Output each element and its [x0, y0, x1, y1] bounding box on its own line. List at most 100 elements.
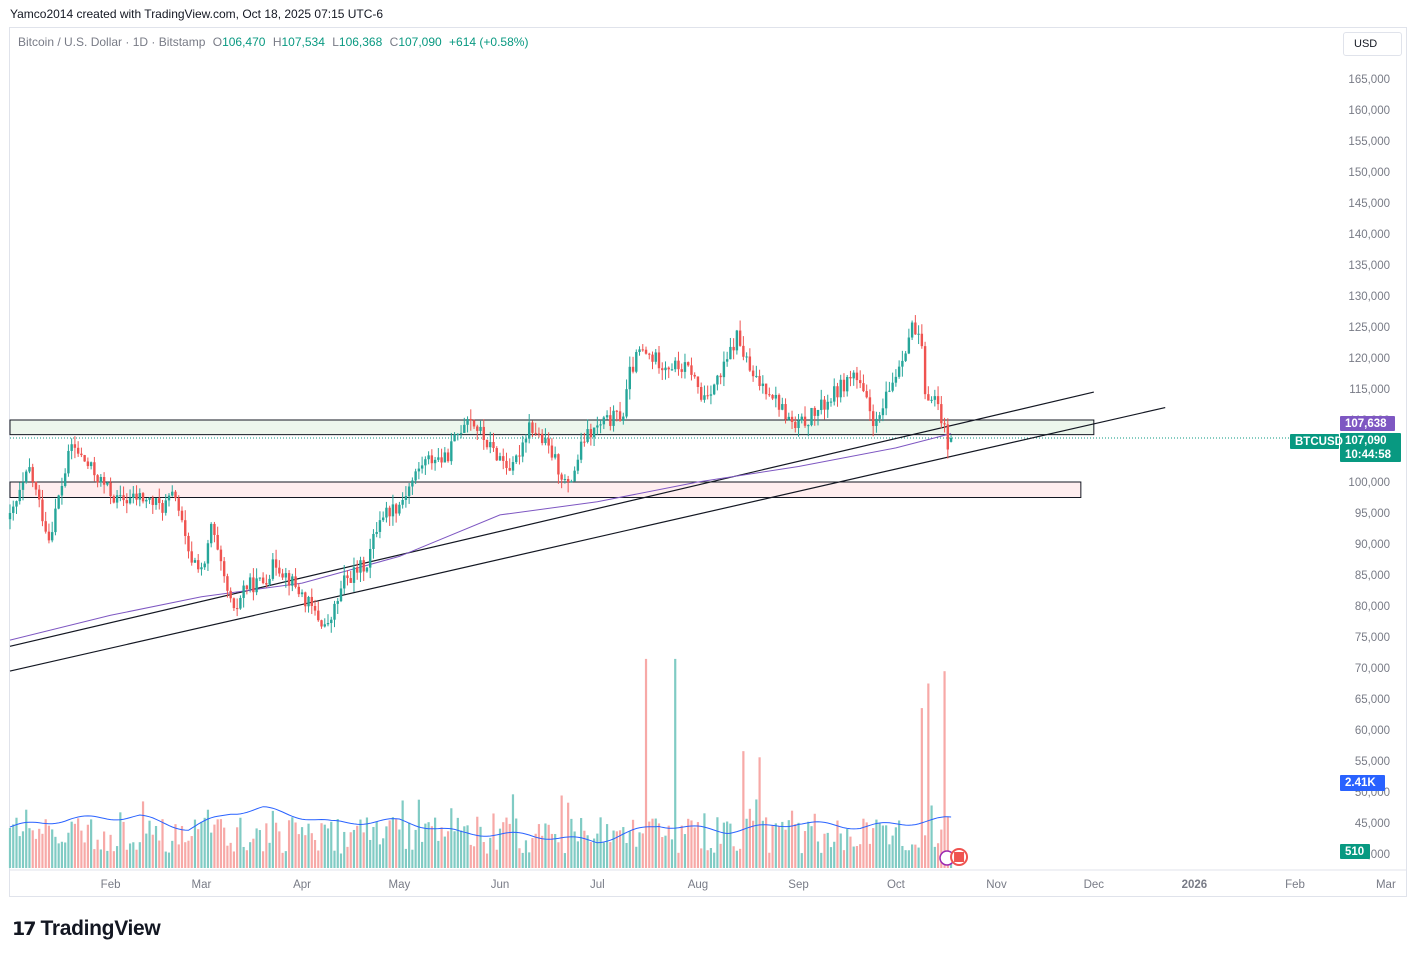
volume-bar: [382, 838, 385, 868]
volume-bar: [716, 817, 719, 868]
candle-body: [852, 372, 855, 379]
candle-body: [245, 585, 249, 590]
time-tick-label: Dec: [1084, 879, 1105, 891]
candle-body: [132, 493, 135, 499]
volume-bar: [761, 820, 764, 868]
us-flag-icon: [954, 852, 965, 862]
volume-bar: [768, 852, 771, 868]
volume-bar: [807, 821, 810, 868]
volume-bar: [132, 842, 135, 868]
candle-body: [553, 454, 557, 458]
resistance-zone: [9, 419, 1095, 436]
candle-body: [557, 454, 560, 475]
candle-body: [31, 467, 34, 482]
volume-bar: [651, 818, 654, 868]
price-axis: 165,000 160,000 155,000 150,000 145,000 140,0…: [1348, 74, 1390, 861]
volume-bar: [47, 825, 51, 868]
candle-body: [446, 452, 450, 462]
volume-bar: [927, 683, 930, 868]
candle-body: [99, 477, 103, 483]
candle-body: [54, 508, 57, 533]
price-tick-label: 60,000: [1355, 725, 1390, 737]
volume-bar: [115, 846, 119, 868]
volume-bar: [573, 831, 576, 868]
volume-bar: [317, 850, 320, 868]
candle-body: [313, 606, 317, 611]
candle-body: [803, 416, 807, 426]
volume-bar: [359, 819, 362, 868]
volume-bar: [294, 822, 297, 868]
candle-body: [330, 619, 333, 624]
volume-bar: [291, 817, 294, 868]
time-tick-label: Aug: [688, 879, 708, 891]
candle-body: [862, 383, 865, 392]
volume-bar: [612, 830, 615, 868]
chart-credit: Yamco2014 created with TradingView.com, …: [10, 7, 384, 21]
candle-body: [343, 575, 346, 589]
volume-bar: [940, 829, 943, 868]
candle-body: [274, 559, 278, 568]
time-tick-label: Nov: [986, 879, 1007, 891]
volume-bar: [430, 826, 433, 868]
candle-body: [333, 603, 336, 620]
candle-body: [628, 366, 631, 390]
candle-body: [946, 424, 950, 450]
candle-body: [271, 559, 275, 579]
candle-body: [63, 473, 67, 486]
candle-body: [787, 416, 790, 420]
volume-bar: [395, 819, 398, 868]
candle-body: [235, 608, 239, 610]
time-tick-label: Mar: [192, 879, 212, 891]
volume-bar: [378, 844, 382, 868]
svg-text:BTCUSD: BTCUSD: [1295, 436, 1343, 448]
volume-bar: [213, 824, 216, 868]
candle-body: [846, 377, 849, 392]
svg-text:107,638: 107,638: [1345, 418, 1387, 430]
candle-body: [732, 346, 735, 351]
candle-body: [193, 560, 197, 563]
volume-bar: [271, 810, 274, 868]
volume-bar: [933, 846, 936, 868]
candle-body: [865, 391, 868, 398]
candle-body: [391, 504, 395, 517]
volume-bar: [576, 841, 579, 868]
volume-bar: [852, 846, 855, 868]
candle-body: [420, 465, 424, 469]
candle-body: [135, 493, 138, 500]
candle-body: [326, 623, 330, 625]
volume-bar: [739, 848, 742, 868]
time-tick-label: Oct: [887, 879, 906, 891]
candle-body: [683, 362, 687, 372]
legend-change: +614 (+0.58%): [449, 35, 529, 49]
volume-bar: [758, 757, 761, 868]
candle-body: [528, 422, 531, 439]
volume-bar: [855, 846, 859, 868]
candle-body: [401, 499, 404, 505]
candle-body: [482, 426, 485, 440]
volume-bar: [911, 844, 914, 868]
price-tick-label: 55,000: [1355, 756, 1390, 768]
candle-body: [722, 361, 726, 378]
volume-bar: [810, 826, 813, 868]
volume-bar: [518, 848, 521, 868]
volume-bar: [729, 823, 732, 868]
candle-body: [60, 485, 64, 496]
volume-bar: [83, 842, 86, 868]
candle-body: [307, 596, 310, 607]
candle-body: [216, 534, 219, 550]
candle-body: [151, 497, 154, 505]
currency-button[interactable]: USD: [1343, 32, 1402, 56]
candle-body: [511, 462, 515, 471]
volume-bar: [901, 845, 904, 868]
candle-body: [310, 596, 313, 607]
volume-bar: [122, 821, 125, 868]
candle-body: [440, 457, 443, 463]
candle-body: [923, 346, 927, 395]
volume-bar: [706, 850, 709, 868]
volume-bar: [90, 819, 93, 868]
candle-body: [232, 598, 236, 609]
volume-bar: [138, 842, 141, 868]
candle-body: [884, 391, 888, 409]
volume-bar: [842, 850, 846, 868]
